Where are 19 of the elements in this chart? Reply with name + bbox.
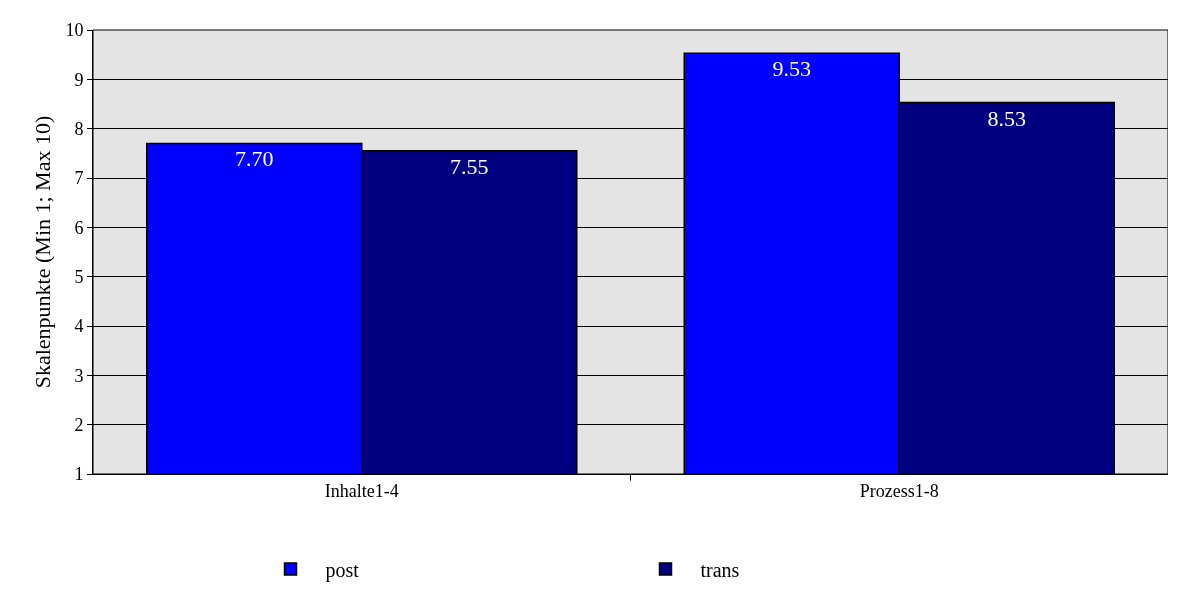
x-tick-label: Prozess1-8 [859,480,939,501]
data-label: 7.55 [450,153,489,179]
y-tick-label: 7 [74,168,84,189]
y-tick-label: 5 [74,266,84,287]
y-tick-label: 3 [74,365,84,386]
y-tick-label: 6 [74,217,84,238]
data-label: 8.53 [987,105,1026,131]
data-label: 9.53 [772,56,811,82]
y-tick-label: 1 [74,464,84,485]
y-tick-label: 4 [74,316,84,337]
y-tick-label: 8 [74,118,84,139]
legend-label: trans [700,558,740,581]
y-tick-label: 9 [74,69,84,90]
y-tick-label: 2 [74,414,84,435]
legend-label: post [325,558,360,582]
y-tick-label: 10 [65,20,84,41]
x-tick-label: Inhalte1-4 [324,480,399,501]
data-label: 7.70 [235,146,274,172]
y-axis-title: Skalenpunkte (Min 1; Max 10) [30,115,56,389]
